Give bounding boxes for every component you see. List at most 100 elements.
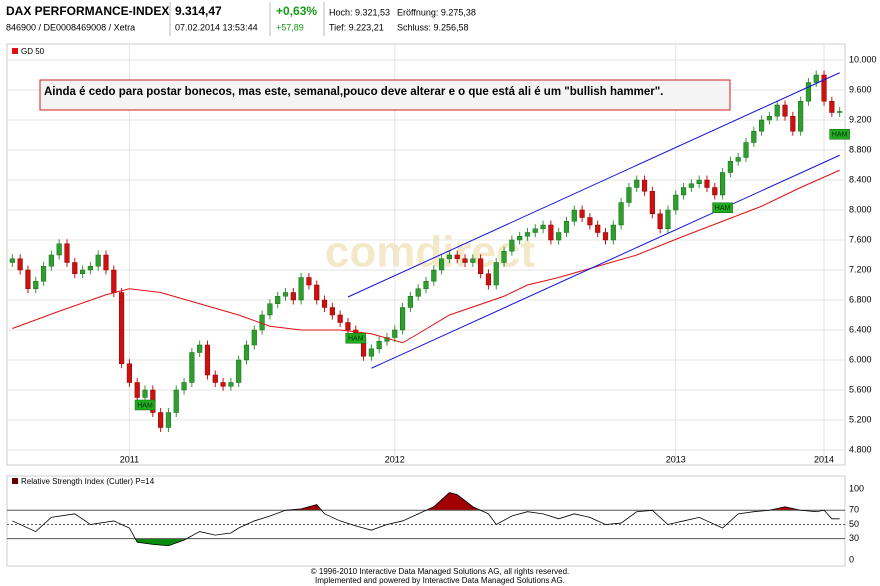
change-abs: +57,89 xyxy=(276,22,304,32)
candle-body xyxy=(236,359,242,383)
candle-body xyxy=(485,273,492,286)
hammer-marker xyxy=(712,202,733,213)
candle-body xyxy=(337,314,343,323)
candle-body xyxy=(517,236,523,241)
candle-body xyxy=(189,352,195,383)
y-tick-label: 6.400 xyxy=(849,324,872,334)
candle-body xyxy=(462,258,468,263)
candle-body xyxy=(314,284,320,301)
hammer-label: HAM xyxy=(715,205,731,212)
index-id: 846900 / DE0008469008 / Xetra xyxy=(6,22,135,32)
candle-body xyxy=(282,292,289,297)
moving-average-line xyxy=(12,169,840,344)
x-tick-label: 2011 xyxy=(120,454,139,464)
candle-body xyxy=(40,266,47,282)
candle-body xyxy=(392,329,398,338)
candle-body xyxy=(204,344,211,376)
day-open: Eröffnung: 9.275,38 xyxy=(397,7,476,17)
candle-body xyxy=(720,172,726,196)
y-tick-label: 9.200 xyxy=(849,114,872,124)
candle-body xyxy=(626,187,632,203)
candle-body xyxy=(306,277,312,286)
candle-body xyxy=(439,258,445,271)
candle-body xyxy=(25,269,31,289)
candle-body xyxy=(267,303,273,316)
candle-body xyxy=(400,307,406,331)
candle-body xyxy=(134,382,140,398)
hammer-marker xyxy=(345,333,367,344)
y-tick-label: 8.800 xyxy=(849,144,872,154)
day-close: Schluss: 9.256,58 xyxy=(397,22,469,32)
hammer-marker xyxy=(829,129,850,140)
candle-body xyxy=(181,382,187,391)
candle-body xyxy=(595,224,601,233)
candle-body xyxy=(64,243,70,263)
candle-body xyxy=(17,258,23,271)
y-tick-label: 8.400 xyxy=(849,174,872,184)
rsi-line xyxy=(12,492,840,547)
hammer-label: HAM xyxy=(832,132,848,139)
rsi-swatch xyxy=(12,478,18,484)
y-tick-label: 7.600 xyxy=(849,234,872,244)
x-tick-label: 2013 xyxy=(666,454,686,464)
candle-body xyxy=(524,232,531,237)
candle-body xyxy=(782,104,788,117)
candle-body xyxy=(649,191,655,214)
candle-body xyxy=(243,344,250,361)
candle-body xyxy=(696,179,702,184)
day-low: Tief: 9.223,21 xyxy=(329,22,384,32)
candle-body xyxy=(610,224,616,241)
x-tick-label: 2014 xyxy=(814,454,834,464)
candle-body xyxy=(704,179,710,188)
candle-body xyxy=(688,183,694,188)
y-tick-label: 50 xyxy=(849,519,859,529)
change-pct: +0,63% xyxy=(276,4,317,18)
candle-body xyxy=(470,258,476,263)
candle-body xyxy=(87,266,93,271)
candle-body xyxy=(454,254,460,259)
candle-body xyxy=(743,142,749,158)
candle-body xyxy=(829,101,835,113)
rsi-title: Relative Strength Index (Cutler) P=14 xyxy=(21,477,155,486)
y-tick-label: 8.000 xyxy=(849,204,872,214)
candle-body xyxy=(197,344,203,353)
datetime: 07.02.2014 13:53:44 xyxy=(175,22,258,32)
candle-body xyxy=(805,82,812,102)
candle-body xyxy=(9,258,15,263)
candle-body xyxy=(548,224,554,241)
y-tick-label: 9.600 xyxy=(849,84,872,94)
candle-body xyxy=(95,254,101,267)
price: 9.314,47 xyxy=(175,4,222,18)
candle-body xyxy=(540,224,546,229)
candle-body xyxy=(790,116,796,132)
comment-box xyxy=(39,79,731,111)
candle-body xyxy=(509,239,515,252)
candle-body xyxy=(774,104,780,117)
candle-body xyxy=(579,209,585,218)
y-tick-label: 70 xyxy=(849,505,859,515)
candle-body xyxy=(673,194,679,211)
candle-body xyxy=(220,382,226,387)
candle-body xyxy=(759,119,765,132)
candle-body xyxy=(275,296,281,304)
candle-body xyxy=(345,322,351,331)
candle-body xyxy=(532,228,538,233)
candle-body xyxy=(837,111,843,113)
day-high: Hoch: 9.321,53 xyxy=(329,7,390,17)
main-frame xyxy=(6,43,846,466)
candle-body xyxy=(665,209,671,229)
y-tick-label: 4.800 xyxy=(849,444,872,454)
candle-body xyxy=(376,341,382,349)
hammer-label: HAM xyxy=(348,336,364,343)
candle-body xyxy=(641,179,648,192)
candle-body xyxy=(727,161,733,173)
candle-body xyxy=(493,262,499,286)
candle-body xyxy=(173,389,179,413)
x-tick-label: 2012 xyxy=(385,454,405,464)
y-tick-label: 30 xyxy=(849,533,859,543)
candle-body xyxy=(48,254,54,267)
candle-body xyxy=(142,389,148,398)
candle-body xyxy=(111,269,117,293)
candle-body xyxy=(321,299,328,308)
legend-label: GD 50 xyxy=(21,47,45,56)
